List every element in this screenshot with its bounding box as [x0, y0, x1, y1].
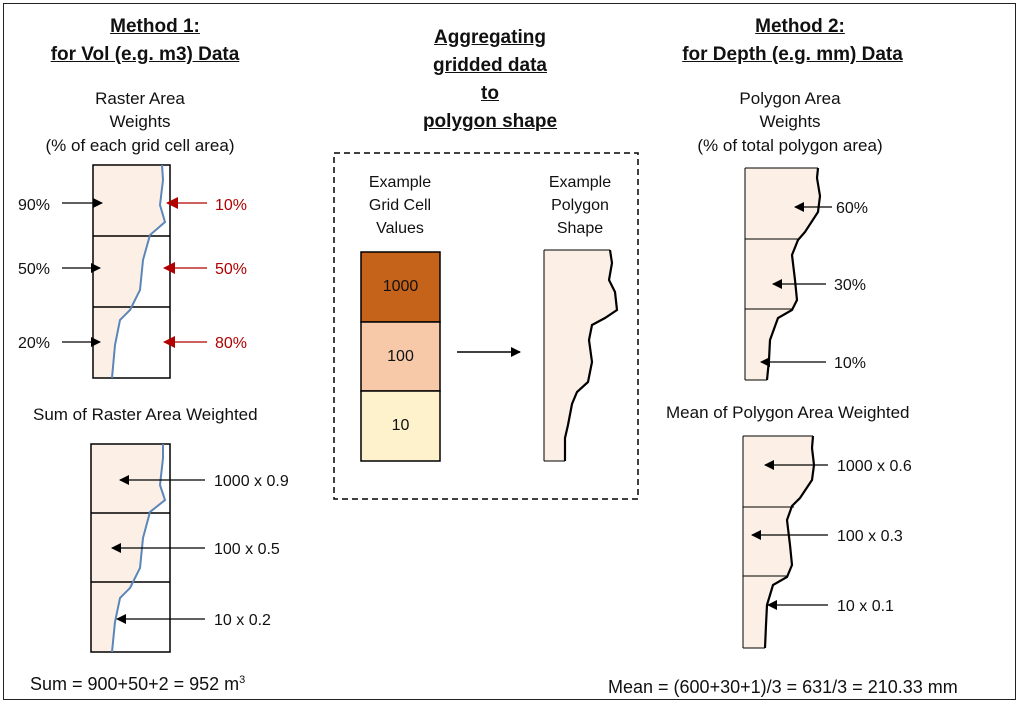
method1-title: Method 1: [110, 16, 200, 37]
diagram-border [3, 3, 1016, 700]
method1-sum-heading: Sum of Raster Area Weighted [33, 405, 258, 424]
method2-pct-label: 10% [834, 355, 867, 372]
center-title-line: to [481, 83, 499, 104]
grid-cell-10 [360, 390, 441, 462]
example-panel [333, 152, 639, 500]
center-title-line: polygon shape [422, 111, 558, 132]
grid-heading: Values [376, 220, 424, 237]
grid-cell-1000 [360, 251, 441, 323]
method2-product-label: 1000 x 0.6 [837, 458, 912, 475]
method1-product-label: 100 x 0.5 [214, 541, 280, 558]
method2-product-label: 100 x 0.3 [837, 528, 903, 545]
method2-pct-label: 30% [834, 277, 867, 294]
example-polygon-shape [544, 250, 617, 461]
method1-weights-label: Raster Area [95, 89, 185, 108]
grid-cell-value: 1000 [382, 278, 419, 295]
outside-pct-label: 10% [215, 197, 248, 214]
polygon-heading: Example [548, 174, 612, 191]
polygon-fill [743, 436, 814, 648]
method2-weights-label: Polygon Area [739, 89, 841, 108]
center-title-line: Aggregating [434, 27, 546, 48]
outside-pct-label: 80% [215, 335, 248, 352]
polygon-weights-grid [744, 167, 832, 381]
grid-cell-value: 10 [391, 417, 410, 434]
inside-pct-label: 90% [18, 197, 51, 214]
method2-weights-label: Weights [759, 112, 821, 131]
polygon-heading: Polygon [551, 197, 609, 214]
method2-result: Mean = (600+30+1)/3 = 631/3 = 210.33 mm [608, 677, 958, 697]
method1-subtitle: for Vol (e.g. m3) Data [50, 44, 240, 65]
inside-pct-label: 50% [18, 261, 51, 278]
method1-weights-label: Weights [109, 112, 171, 131]
method2-weights-label: (% of total polygon area) [697, 136, 883, 155]
grid-heading: Example [368, 174, 432, 191]
raster-sum-grid [90, 443, 205, 653]
method2-title: Method 2: [755, 16, 845, 37]
polygon-heading: Shape [556, 220, 604, 237]
method1-result: Sum = 900+50+2 = 952 m3 [30, 674, 246, 694]
polygon-fill [745, 168, 820, 380]
grid-cell-value: 100 [387, 348, 414, 365]
method1-product-label: 1000 x 0.9 [214, 473, 289, 490]
method1-product-label: 10 x 0.2 [214, 612, 271, 629]
example-dashed-box [333, 152, 639, 500]
grid-heading: Grid Cell [368, 197, 432, 214]
polygon-boundary [111, 444, 167, 653]
polygon-fill [93, 165, 165, 378]
inside-pct-label: 20% [18, 335, 51, 352]
grid-cell-100 [360, 321, 441, 392]
method2-subtitle: for Depth (e.g. mm) Data [682, 44, 903, 65]
outside-pct-label: 50% [215, 261, 248, 278]
method2-mean-heading: Mean of Polygon Area Weighted [666, 403, 910, 422]
center-title-line: gridded data [432, 55, 547, 76]
polygon-boundary [111, 164, 167, 379]
raster-weights-grid [62, 164, 207, 379]
method2-pct-label: 60% [836, 200, 869, 217]
method2-product-label: 10 x 0.1 [837, 598, 894, 615]
polygon-mean-grid [742, 435, 828, 649]
method1-weights-label: (% of each grid cell area) [45, 136, 235, 155]
